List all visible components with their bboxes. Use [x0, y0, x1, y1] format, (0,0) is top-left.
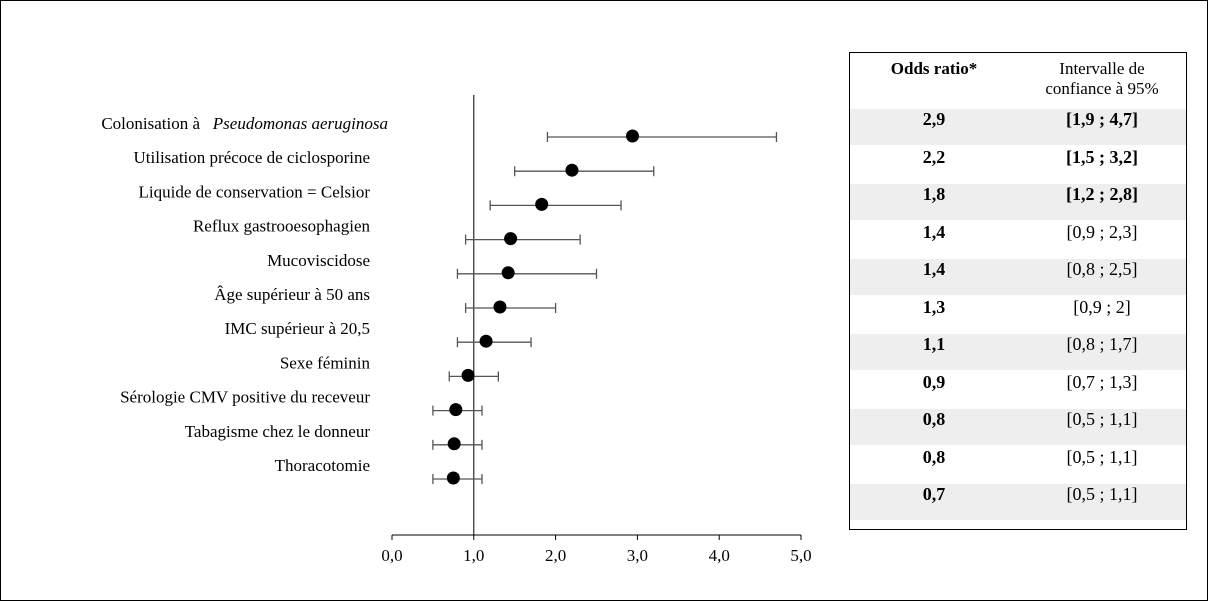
row-label: Âge supérieur à 50 ans	[214, 285, 370, 304]
forest-plot: 0,0 1,0 2,0 3,0 4,0 5,0 Colonisation à Pseudom…	[101, 95, 812, 565]
odds-ratio-table: Odds ratio* Intervalle de confiance à 95…	[849, 52, 1187, 530]
x-tick-label: 0,0	[381, 546, 402, 565]
confidence-interval-value: [0,9 ; 2,3]	[1066, 221, 1138, 242]
odds-ratio-point	[461, 368, 475, 382]
odds-ratio-value: 2,9	[922, 109, 946, 129]
confidence-interval-value: [1,5 ; 3,2]	[1066, 146, 1138, 167]
row-label: Reflux gastrooesophagien	[193, 217, 371, 236]
confidence-interval-value: [0,7 ; 1,3]	[1066, 371, 1138, 392]
table-header: Odds ratio* Intervalle de confiance à 95…	[850, 53, 1186, 107]
row-label: Sérologie CMV positive du receveur	[120, 388, 370, 407]
table-row: 1,8 [1,2 ; 2,8]	[850, 184, 1186, 220]
odds-ratio-value: 1,8	[922, 184, 946, 204]
row-label: Colonisation à Pseudomonas aeruginosa	[101, 114, 388, 133]
x-tick-label: 5,0	[790, 546, 811, 565]
table-row: 0,9 [0,7 ; 1,3]	[850, 372, 1186, 408]
confidence-interval-value: [1,2 ; 2,8]	[1066, 184, 1138, 204]
odds-ratio-value: 0,9	[922, 371, 946, 392]
table-row: 2,9 [1,9 ; 4,7]	[850, 109, 1186, 145]
table-row: 1,3 [0,9 ; 2]	[850, 297, 1186, 333]
confidence-interval-value: [0,5 ; 1,1]	[1066, 446, 1138, 467]
x-tick-label: 3,0	[627, 546, 648, 565]
odds-ratio-value: 1,3	[922, 296, 946, 317]
confidence-interval-value: [0,5 ; 1,1]	[1066, 409, 1138, 429]
odds-ratio-point	[447, 437, 461, 451]
x-tick-label: 2,0	[545, 546, 566, 565]
table-row: 1,4 [0,9 ; 2,3]	[850, 222, 1186, 258]
header-ci-line2: confiance à 95%	[1045, 79, 1159, 98]
confidence-interval-value: [0,8 ; 2,5]	[1066, 259, 1138, 279]
row-label: Liquide de conservation = Celsior	[139, 182, 371, 201]
odds-ratio-value: 0,8	[922, 446, 946, 467]
odds-ratio-value: 0,8	[922, 409, 946, 429]
header-odds-ratio: Odds ratio*	[890, 59, 978, 78]
confidence-interval-value: [1,9 ; 4,7]	[1066, 109, 1138, 129]
confidence-interval-value: [0,9 ; 2]	[1073, 296, 1131, 317]
row-label: Thoracotomie	[275, 456, 370, 475]
row-label: Utilisation précoce de ciclosporine	[134, 148, 371, 167]
odds-ratio-point	[504, 232, 518, 246]
confidence-interval-value: [0,5 ; 1,1]	[1066, 484, 1138, 504]
header-confidence-interval: Intervalle de confiance à 95%	[1018, 59, 1186, 99]
odds-ratio-point	[479, 334, 493, 348]
table-row: 0,7 [0,5 ; 1,1]	[850, 484, 1186, 520]
odds-ratio-point	[493, 300, 507, 314]
row-label: Sexe féminin	[280, 353, 371, 372]
odds-ratio-point	[446, 471, 460, 485]
confidence-interval-value: [0,8 ; 1,7]	[1066, 334, 1138, 354]
odds-ratio-value: 1,4	[922, 259, 946, 279]
x-tick-label: 1,0	[463, 546, 484, 565]
odds-ratio-point	[535, 197, 549, 211]
table-row: 1,1 [0,8 ; 1,7]	[850, 334, 1186, 370]
header-ci-line1: Intervalle de	[1059, 59, 1145, 78]
odds-ratio-value: 2,2	[922, 146, 946, 167]
odds-ratio-value: 0,7	[922, 484, 946, 504]
odds-ratio-point	[565, 163, 579, 177]
row-label: IMC supérieur à 20,5	[225, 319, 370, 338]
table-row: 2,2 [1,5 ; 3,2]	[850, 147, 1186, 183]
table-row: 0,8 [0,5 ; 1,1]	[850, 447, 1186, 483]
odds-ratio-point	[449, 403, 463, 417]
row-label: Mucoviscidose	[267, 251, 370, 270]
odds-ratio-point	[501, 266, 515, 280]
odds-ratio-value: 1,1	[922, 334, 946, 354]
table-row: 0,8 [0,5 ; 1,1]	[850, 409, 1186, 445]
odds-ratio-value: 1,4	[922, 221, 946, 242]
odds-ratio-point	[625, 129, 639, 143]
table-row: 1,4 [0,8 ; 2,5]	[850, 259, 1186, 295]
x-tick-label: 4,0	[709, 546, 730, 565]
row-label: Tabagisme chez le donneur	[185, 422, 371, 441]
